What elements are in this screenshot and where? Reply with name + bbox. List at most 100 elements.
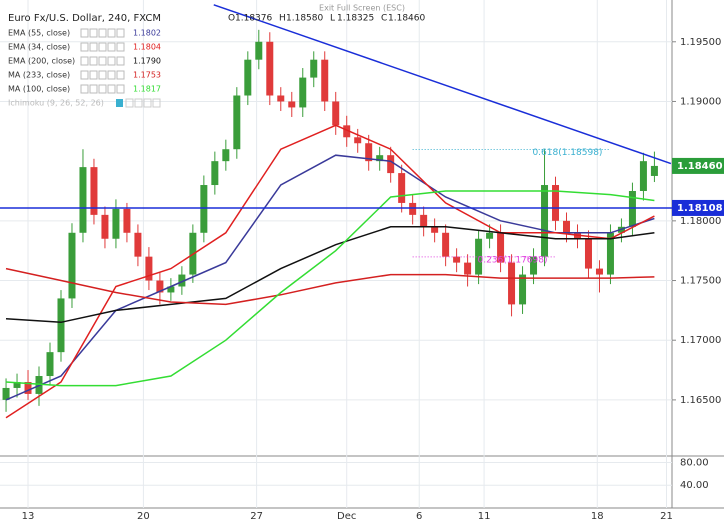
trend-line xyxy=(213,4,672,165)
candle-body xyxy=(420,214,428,227)
candle-body xyxy=(475,238,483,275)
y-tick-label: 80.00 xyxy=(680,457,709,468)
candle-body xyxy=(2,387,10,400)
candle-body xyxy=(431,226,439,233)
candle-body xyxy=(606,232,614,275)
price-label-box xyxy=(672,157,724,174)
legend-button[interactable] xyxy=(143,98,152,108)
price-label-box xyxy=(672,199,724,216)
legend-name: EMA (200, close) xyxy=(8,57,75,66)
price-label: 1.18460 xyxy=(677,161,723,172)
x-tick-label: 18 xyxy=(591,511,604,522)
candle-body xyxy=(244,59,252,96)
candle-body xyxy=(563,220,571,233)
candle-body xyxy=(497,232,505,263)
legend-button[interactable] xyxy=(116,56,125,66)
legend-button[interactable] xyxy=(116,84,125,94)
legend-button[interactable] xyxy=(152,98,161,108)
legend-button[interactable] xyxy=(107,42,116,52)
legend-button[interactable] xyxy=(107,84,116,94)
legend-button[interactable] xyxy=(80,70,89,80)
y-tick-label: 40.00 xyxy=(680,480,709,491)
legend-button[interactable] xyxy=(116,70,125,80)
indicator-line xyxy=(5,267,655,306)
ohlc-value: 1.18580 xyxy=(286,14,323,24)
legend-button[interactable] xyxy=(89,70,98,80)
candle-body xyxy=(310,59,318,78)
candle-body xyxy=(13,381,21,388)
fib-label: 0.618(1.18598) xyxy=(532,148,602,158)
legend-button[interactable] xyxy=(116,28,125,38)
ohlc-value: 1.18460 xyxy=(388,14,425,24)
legend-button[interactable] xyxy=(107,56,116,66)
legend-button[interactable] xyxy=(98,84,107,94)
symbol-title: Euro Fx/U.S. Dollar, 240, FXCM xyxy=(8,13,161,24)
price-label: 1.18108 xyxy=(677,203,723,214)
candle-body xyxy=(365,143,373,162)
legend-button[interactable] xyxy=(125,98,134,108)
candle-body xyxy=(266,41,274,96)
legend-button[interactable] xyxy=(89,42,98,52)
legend-button[interactable] xyxy=(89,56,98,66)
legend-button[interactable] xyxy=(116,99,123,107)
legend-button[interactable] xyxy=(98,28,107,38)
legend-button[interactable] xyxy=(80,84,89,94)
candle-body xyxy=(211,161,219,186)
candle-body xyxy=(123,208,131,233)
y-tick-label: 1.17000 xyxy=(680,335,721,346)
x-tick-label: 11 xyxy=(478,511,491,522)
candle-body xyxy=(233,95,241,150)
candle-body xyxy=(639,161,647,191)
ohlc-key: C xyxy=(381,14,387,24)
x-tick-label: 21 xyxy=(660,511,673,522)
ohlc-key: H xyxy=(279,14,286,24)
indicator-line xyxy=(5,124,655,419)
x-tick-label: 13 xyxy=(22,511,35,522)
candle-body xyxy=(376,155,384,162)
x-tick-label: 20 xyxy=(137,511,150,522)
legend-value: 1.1804 xyxy=(133,43,161,52)
candle-body xyxy=(387,155,395,174)
legend-button[interactable] xyxy=(89,84,98,94)
ohlc-key: L xyxy=(330,14,335,24)
candle-body xyxy=(332,101,340,126)
candle-body xyxy=(46,352,54,377)
candle-body xyxy=(628,190,636,227)
candle-body xyxy=(486,232,494,239)
legend-button[interactable] xyxy=(134,98,143,108)
legend-name: MA (233, close) xyxy=(8,71,70,80)
candle-body xyxy=(453,256,461,263)
y-tick-label: 1.18000 xyxy=(680,216,721,227)
candle-body xyxy=(156,280,164,293)
candle-body xyxy=(464,262,472,275)
candle-body xyxy=(409,202,417,215)
candle-body xyxy=(255,41,263,60)
candle-body xyxy=(200,185,208,233)
legend-name: MA (100, close) xyxy=(8,85,70,94)
exit-fullscreen[interactable]: Exit Full Screen (ESC) xyxy=(319,4,405,13)
legend-button[interactable] xyxy=(107,28,116,38)
legend-button[interactable] xyxy=(89,28,98,38)
legend-value: 1.1790 xyxy=(133,57,161,66)
candle-body xyxy=(354,137,362,144)
legend-button[interactable] xyxy=(116,42,125,52)
candle-body xyxy=(79,167,87,233)
legend-button[interactable] xyxy=(80,56,89,66)
candle-body xyxy=(57,298,65,353)
x-tick-label: 6 xyxy=(416,511,422,522)
candle-body xyxy=(222,149,230,162)
legend-button[interactable] xyxy=(98,56,107,66)
candle-body xyxy=(277,95,285,102)
legend-button[interactable] xyxy=(80,42,89,52)
legend-button[interactable] xyxy=(107,70,116,80)
y-tick-label: 1.16500 xyxy=(680,395,721,406)
candle-body xyxy=(650,165,658,176)
x-tick-label: 27 xyxy=(250,511,263,522)
candle-body xyxy=(442,232,450,257)
indicator-line xyxy=(5,226,655,324)
ohlc-value: 1.18325 xyxy=(337,14,374,24)
legend-button[interactable] xyxy=(98,42,107,52)
legend-button[interactable] xyxy=(80,28,89,38)
legend-button[interactable] xyxy=(98,70,107,80)
candle-body xyxy=(343,125,351,138)
